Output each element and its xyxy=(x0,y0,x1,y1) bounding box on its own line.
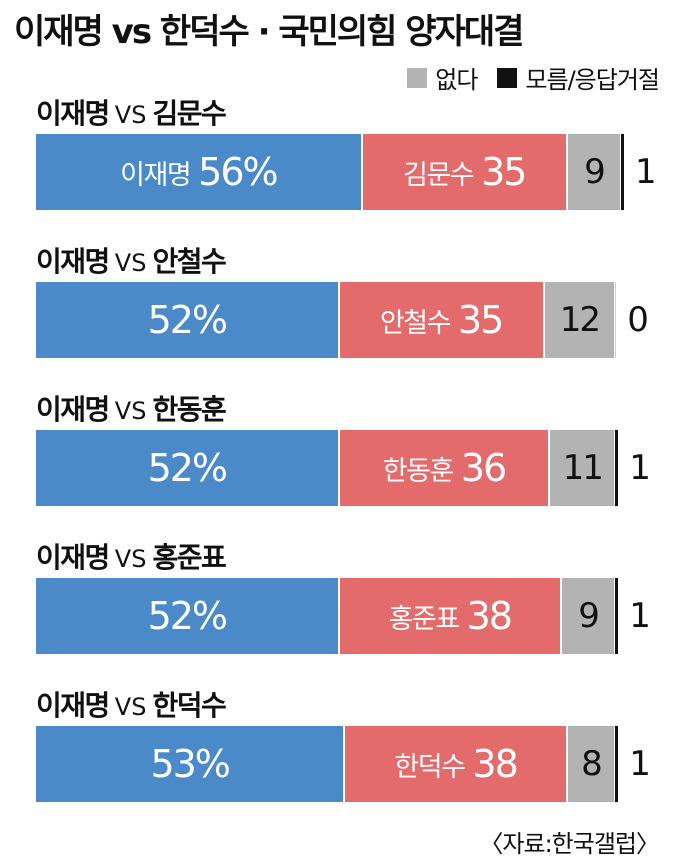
bar-lee-value: 56% xyxy=(198,150,278,194)
bar-opponent-name: 김문수 xyxy=(403,159,475,191)
bar-opponent-name: 한덕수 xyxy=(394,751,466,783)
bar-opponent: 한덕수 38 xyxy=(345,726,566,802)
matchup-vs: VS xyxy=(114,693,147,721)
bar-opponent-value: 35 xyxy=(481,150,527,194)
bar-opponent-name: 홍준표 xyxy=(388,603,461,635)
bar-lee: 52% xyxy=(36,430,338,506)
bar-none: 8 xyxy=(567,726,615,802)
bar-opponent-value: 36 xyxy=(460,446,507,490)
legend-item-refuse: 모름/응답거절 xyxy=(497,60,660,95)
bar-opponent: 홍준표 38 xyxy=(339,578,560,654)
matchup-vs: VS xyxy=(114,545,147,573)
matchup-vs: VS xyxy=(114,101,147,129)
legend-item-none: 없다 xyxy=(407,60,478,95)
bar-lee-value: 52% xyxy=(147,446,228,490)
bar-refuse xyxy=(621,134,624,210)
bar-refuse-value: 1 xyxy=(629,596,651,636)
matchup-lee-name: 이재명 xyxy=(36,541,110,574)
matchup-label: 이재명 VS 안철수 xyxy=(36,240,227,280)
bar-opponent-value: 38 xyxy=(466,594,513,638)
bar-refuse xyxy=(615,430,619,506)
matchup-opponent-name: 한덕수 xyxy=(152,689,226,722)
bar-refuse xyxy=(615,282,617,358)
legend-swatch-none xyxy=(407,67,428,88)
bar-refuse-value: 1 xyxy=(635,152,657,192)
matchup-vs: VS xyxy=(114,397,147,425)
bar-opponent-value: 35 xyxy=(457,298,504,342)
bar-opponent: 김문수 35 xyxy=(362,134,566,210)
matchup-vs: VS xyxy=(114,249,147,277)
bar-refuse-value: 1 xyxy=(629,744,651,784)
bar-none-value: 11 xyxy=(562,448,604,488)
bar-lee: 52% xyxy=(36,282,338,358)
bar-none: 9 xyxy=(562,578,615,654)
bar-none: 11 xyxy=(550,430,615,506)
legend-label-refuse: 모름/응답거절 xyxy=(525,66,660,94)
matchup-opponent-name: 김문수 xyxy=(152,97,226,130)
matchup-label: 이재명 VS 한동훈 xyxy=(36,388,227,428)
legend-label-none: 없다 xyxy=(435,66,478,94)
bar-none-value: 12 xyxy=(559,300,601,340)
bar-lee-name: 이재명 xyxy=(120,159,192,191)
matchup-lee-name: 이재명 xyxy=(36,393,110,426)
matchup-lee-name: 이재명 xyxy=(36,689,110,722)
bar-lee: 52% xyxy=(36,578,338,654)
bar-none-value: 8 xyxy=(581,744,603,784)
matchup-opponent-name: 홍준표 xyxy=(152,541,226,574)
bar-refuse xyxy=(615,578,619,654)
bar-refuse-value: 0 xyxy=(627,300,649,340)
bar-lee-value: 52% xyxy=(147,298,228,342)
bar-lee: 이재명 56% xyxy=(36,134,361,210)
bar-opponent-name: 안철수 xyxy=(379,307,452,339)
bar-opponent-value: 38 xyxy=(472,742,518,786)
bar-none: 9 xyxy=(567,134,620,210)
bar-lee-value: 53% xyxy=(150,742,230,786)
bar-opponent: 한동훈 36 xyxy=(339,430,549,506)
chart-title: 이재명 vs 한덕수 · 국민의힘 양자대결 xyxy=(14,12,524,52)
bar-opponent-name: 한동훈 xyxy=(382,455,455,487)
matchup-label: 이재명 VS 한덕수 xyxy=(36,684,227,724)
matchup-label: 이재명 VS 홍준표 xyxy=(36,536,227,576)
matchup-lee-name: 이재명 xyxy=(36,97,110,130)
bar-none-value: 9 xyxy=(578,596,600,636)
legend: 없다 모름/응답거절 xyxy=(387,60,660,95)
bar-none-value: 9 xyxy=(584,152,606,192)
bar-refuse xyxy=(615,726,619,802)
matchup-label: 이재명 VS 김문수 xyxy=(36,92,227,132)
legend-swatch-refuse xyxy=(497,67,518,88)
matchup-opponent-name: 안철수 xyxy=(152,245,226,278)
bar-refuse-value: 1 xyxy=(629,448,651,488)
matchup-opponent-name: 한동훈 xyxy=(152,393,226,426)
bar-none: 12 xyxy=(544,282,615,358)
bar-lee-value: 52% xyxy=(147,594,228,638)
source-note: 〈자료:한국갤럽〉 xyxy=(479,830,660,858)
bar-lee: 53% xyxy=(36,726,344,802)
bar-opponent: 안철수 35 xyxy=(339,282,543,358)
matchup-lee-name: 이재명 xyxy=(36,245,110,278)
